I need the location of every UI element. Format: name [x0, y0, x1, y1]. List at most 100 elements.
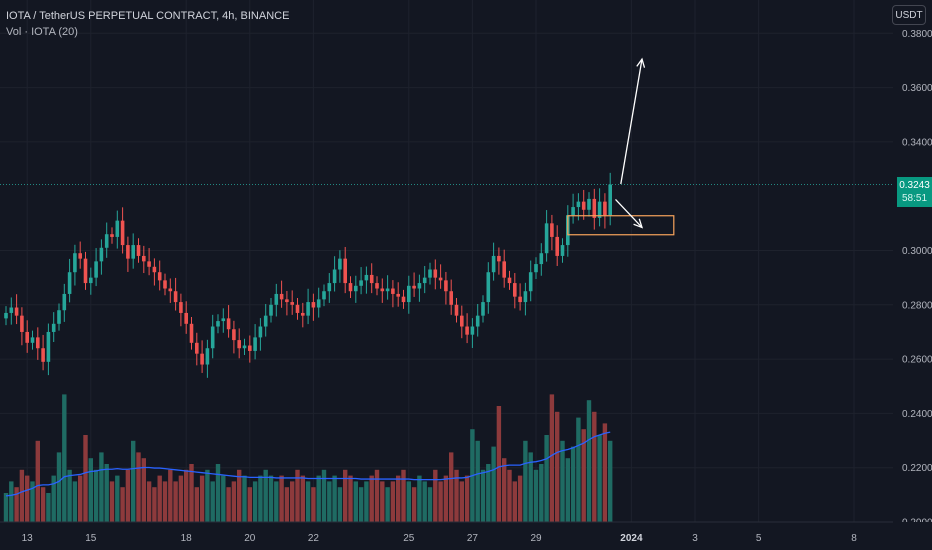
candle [189, 317, 194, 350]
candle [46, 323, 51, 376]
candle [354, 275, 358, 303]
candle-body [279, 293, 284, 300]
volume-bar [523, 440, 528, 522]
candle-body [184, 312, 188, 324]
volume-bar [597, 435, 602, 522]
candle-body [94, 261, 98, 278]
volume-bar [427, 487, 433, 522]
bullish-arrow [620, 57, 646, 185]
volume-bar [104, 464, 109, 522]
candle-body [237, 340, 241, 349]
candle [126, 236, 130, 272]
time-tick-label: 20 [244, 533, 256, 544]
candle [306, 288, 310, 325]
volume-ma-path [5, 431, 611, 497]
candle-body [412, 285, 416, 289]
currency-button[interactable]: USDT [892, 5, 926, 25]
candle [338, 250, 342, 283]
candle-body [481, 302, 485, 316]
candle [89, 267, 93, 295]
chart-legend: IOTA / TetherUS PERPETUAL CONTRACT, 4h, … [6, 8, 289, 40]
candle-body [51, 323, 56, 332]
candle [173, 277, 178, 311]
bearish-arrow [615, 199, 644, 229]
candle [163, 273, 167, 296]
volume-bar [279, 475, 284, 522]
time-tick-label: 25 [403, 533, 415, 544]
candle [592, 188, 597, 230]
candle [41, 334, 45, 371]
volume-bar [83, 435, 88, 522]
candle-body [475, 315, 480, 327]
candle [184, 301, 188, 334]
price-tick-label: 0.3000 [902, 246, 932, 257]
candle [73, 244, 77, 286]
candle [216, 314, 220, 334]
candle-body [242, 345, 247, 349]
price-axis-bg [893, 0, 932, 550]
volume-bar [221, 475, 226, 522]
candle-body [189, 323, 194, 343]
volume-bar [533, 469, 539, 522]
candle-body [295, 304, 300, 313]
candle [30, 330, 35, 350]
time-tick-label: 15 [85, 533, 97, 544]
symbol-title[interactable]: IOTA / TetherUS PERPETUAL CONTRACT, 4h, … [6, 10, 290, 22]
candle-body [428, 269, 432, 278]
volume-bar [576, 417, 581, 522]
candle [364, 266, 369, 294]
candle-body [226, 318, 231, 330]
candle-body [417, 283, 422, 289]
volume-bar [406, 481, 411, 522]
candle [359, 267, 363, 295]
candle-body [454, 304, 459, 316]
candle [195, 332, 199, 366]
candle-body [518, 296, 522, 303]
candle [327, 273, 332, 303]
candle [497, 247, 501, 275]
candle [110, 227, 114, 244]
candle [36, 327, 40, 360]
candle [470, 318, 475, 348]
candle [25, 320, 29, 353]
volume-bar [157, 475, 162, 522]
candle-body [311, 302, 316, 308]
candle [438, 264, 443, 289]
candle-body [380, 288, 385, 292]
volume-bar [120, 487, 125, 522]
candle-body [385, 288, 390, 292]
candle-body [41, 348, 45, 362]
candle [391, 280, 395, 308]
candle [179, 293, 183, 327]
candle-body [301, 312, 305, 316]
volume-bar [242, 475, 247, 522]
volume-bar [215, 464, 221, 522]
candle-body [258, 326, 263, 338]
candle [322, 284, 326, 307]
volume-bar [3, 493, 9, 522]
candle-body [375, 283, 379, 289]
candle [78, 241, 82, 269]
volume-bar [295, 469, 300, 522]
candle [513, 273, 517, 309]
candle [147, 248, 151, 276]
candle [449, 279, 453, 315]
volume-bar [184, 469, 189, 522]
volume-bar [146, 481, 152, 522]
candle [491, 242, 496, 281]
volume-bar [141, 458, 146, 522]
volume-bar [99, 452, 104, 522]
candle-body [396, 293, 400, 297]
volume-bar [454, 469, 459, 522]
volume-bar [136, 452, 141, 522]
candle-body [126, 245, 130, 259]
candle [581, 189, 586, 220]
volume-bar [93, 469, 99, 522]
volume-indicator-label[interactable]: Vol · IOTA (20) [6, 26, 78, 38]
volume-bar [168, 469, 173, 522]
candle [301, 302, 305, 328]
candle [401, 289, 406, 309]
candle [433, 259, 438, 290]
bar-countdown: 58:51 [901, 193, 928, 204]
